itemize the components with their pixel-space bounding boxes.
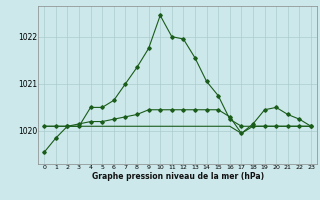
X-axis label: Graphe pression niveau de la mer (hPa): Graphe pression niveau de la mer (hPa)	[92, 172, 264, 181]
